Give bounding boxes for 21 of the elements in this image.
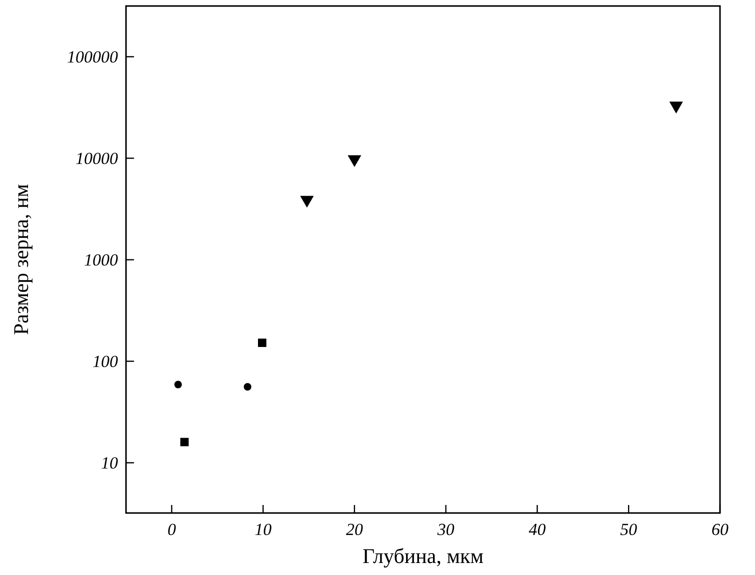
x-tick-label: 30 — [436, 520, 455, 539]
point — [258, 338, 266, 347]
y-tick-label: 10000 — [76, 149, 118, 168]
x-axis-title: Глубина, мкм — [362, 544, 484, 568]
point — [244, 383, 252, 391]
x-tick-label: 20 — [346, 520, 364, 539]
point — [348, 155, 362, 167]
point — [300, 196, 314, 208]
point — [174, 380, 182, 388]
x-tick-label: 40 — [528, 520, 546, 539]
y-tick-label: 1000 — [84, 250, 118, 270]
x-tick-label: 60 — [712, 520, 729, 539]
point — [180, 438, 189, 446]
y-tick-label: 10 — [101, 454, 118, 473]
y-axis-title: Размер зерна, нм — [9, 184, 33, 336]
y-tick-label: 100000 — [67, 48, 118, 67]
x-tick-label: 50 — [620, 520, 638, 539]
x-tick-label: 0 — [167, 520, 176, 539]
x-tick-label: 10 — [254, 520, 272, 539]
point — [669, 102, 683, 114]
y-tick-label: 100 — [92, 352, 118, 372]
